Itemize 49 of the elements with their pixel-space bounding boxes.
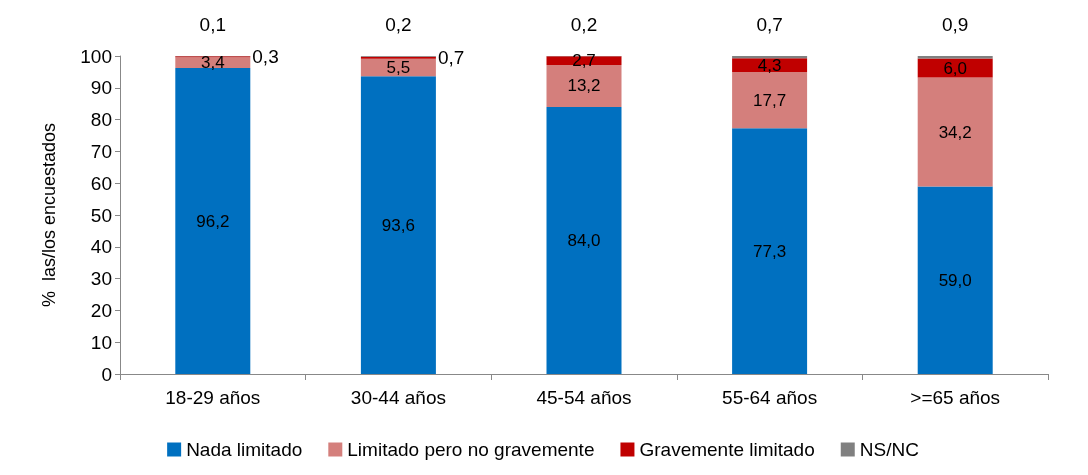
data-label: 13,2 (567, 76, 601, 96)
bar (917, 186, 993, 374)
x-tick-label: >=65 años (910, 387, 1001, 408)
bar (175, 68, 251, 374)
data-label: 59,0 (938, 270, 972, 290)
y-tick-label: 70 (90, 140, 112, 162)
y-axis-title: % las/los encuestados (39, 122, 59, 308)
legend-label: Limitado pero no gravemente (347, 439, 595, 460)
bar (917, 77, 993, 187)
y-tick-label: 50 (90, 204, 112, 226)
bar (360, 76, 436, 374)
y-tick-label: 40 (90, 236, 112, 258)
x-tick-label: 55-64 años (722, 387, 818, 408)
legend-label: NS/NC (859, 439, 919, 460)
legend-label: Gravemente limitado (639, 439, 815, 460)
y-tick-label: 20 (90, 299, 112, 321)
x-tick-label: 18-29 años (165, 387, 261, 408)
y-tick-label: 30 (90, 268, 112, 290)
y-tick-label: 60 (90, 172, 112, 194)
bar (732, 128, 808, 374)
legend-label: Nada limitado (186, 439, 303, 460)
data-label: 3,4 (200, 53, 225, 73)
x-tick-label: 45-54 años (536, 387, 632, 408)
data-label: 0,1 (199, 14, 227, 35)
data-label: 93,6 (381, 215, 415, 235)
y-tick-label: 90 (90, 77, 112, 99)
data-label: 6,0 (943, 58, 968, 78)
y-tick-label: 100 (80, 45, 112, 67)
data-label: 0,9 (941, 14, 969, 35)
y-tick-label: 0 (101, 363, 112, 385)
data-label: 0,7 (437, 47, 465, 69)
data-label: 0,3 (252, 46, 279, 68)
data-label: 96,2 (196, 211, 230, 231)
bar (732, 56, 808, 59)
data-label: 77,3 (753, 241, 787, 261)
data-label: 34,2 (938, 122, 972, 142)
data-label: 84,0 (567, 230, 601, 250)
data-label: 0,2 (570, 14, 598, 35)
bar (917, 56, 993, 59)
data-label: 0,7 (756, 14, 783, 35)
data-label: 5,5 (386, 58, 411, 78)
data-label: 17,7 (753, 90, 787, 110)
bar (546, 106, 622, 374)
y-tick-label: 80 (90, 109, 112, 131)
data-label: 4,3 (757, 55, 782, 75)
y-tick-label: 10 (90, 331, 112, 353)
data-label: 0,2 (385, 14, 412, 35)
bar (732, 71, 808, 129)
x-tick-label: 30-44 años (350, 387, 446, 408)
